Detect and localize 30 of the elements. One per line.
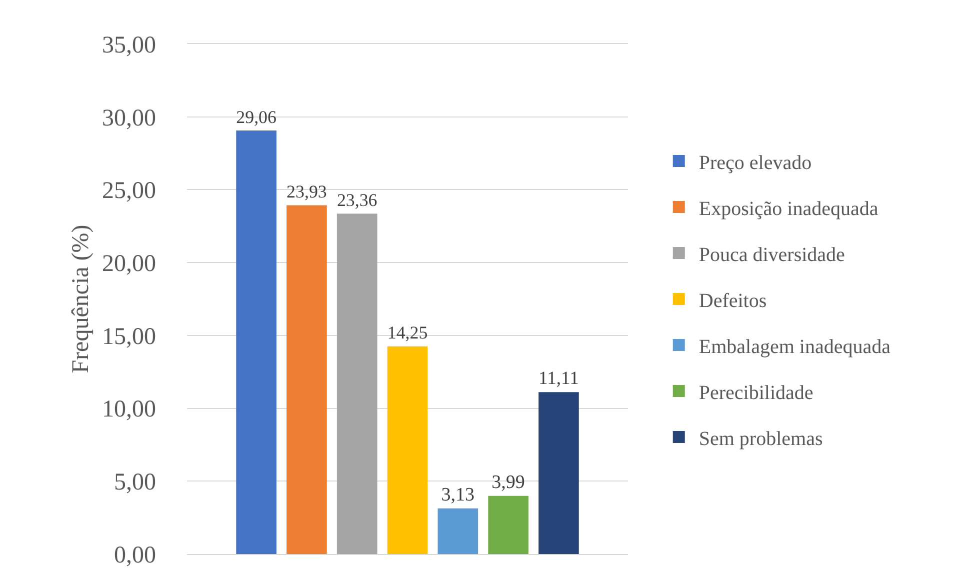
legend-label: Perecibilidade: [698, 382, 814, 404]
bar: [336, 214, 378, 554]
bar: [538, 392, 579, 554]
legend-label: Pouca diversidade: [698, 244, 846, 266]
legend-label: Embalagem inadequada: [698, 336, 891, 358]
data-label: 23,93: [286, 182, 327, 202]
data-label: 14,25: [387, 322, 428, 343]
y-tick-label: 5,00: [114, 470, 156, 496]
legend-label: Preço elevado: [698, 152, 812, 174]
data-label: 29,06: [236, 106, 276, 127]
data-label: 3,13: [441, 484, 475, 506]
legend-label: Exposição inadequada: [698, 198, 878, 220]
legend-label: Sem problemas: [698, 428, 823, 450]
y-axis-title: Frequência (%): [68, 224, 94, 374]
bar: [438, 508, 478, 554]
data-label: 11,11: [538, 368, 579, 390]
y-tick-label: 35,00: [102, 32, 156, 58]
y-tick-label: 10,00: [102, 396, 156, 423]
data-label: 3,99: [492, 472, 525, 493]
bar: [236, 130, 276, 554]
y-tick-label: 30,00: [102, 105, 156, 132]
y-tick-label: 20,00: [102, 250, 156, 277]
bar: [387, 346, 428, 554]
legend-label: Defeitos: [698, 290, 767, 312]
y-tick-label: 15,00: [102, 324, 156, 350]
y-tick-label: 25,00: [102, 178, 156, 204]
data-label: 23,36: [336, 190, 378, 210]
y-tick-label: 0,00: [114, 542, 156, 568]
bar: [286, 205, 327, 554]
bar: [488, 496, 528, 554]
